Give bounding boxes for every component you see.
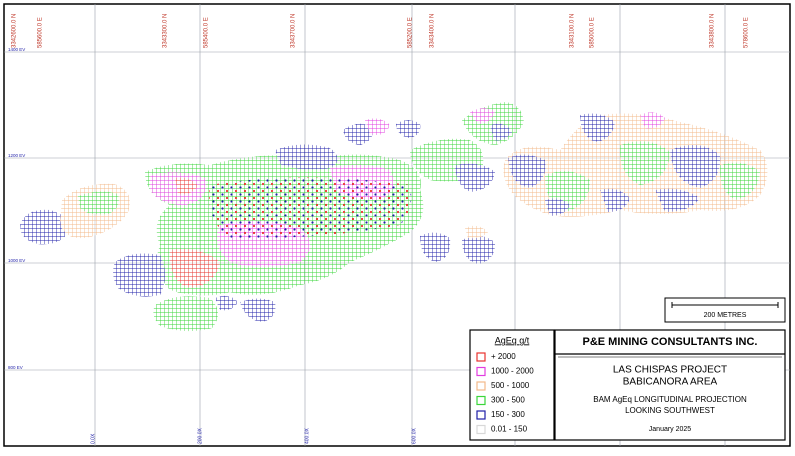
block-zone — [655, 188, 700, 212]
coordinate-label: 3343400.0 N — [430, 14, 436, 48]
legend-swatch — [476, 410, 486, 420]
legend-label: 300 - 500 — [491, 396, 525, 405]
legend-swatch — [476, 352, 486, 362]
block-zone — [670, 145, 721, 188]
view: LOOKING SOUTHWEST — [625, 406, 715, 415]
legend-swatch — [476, 366, 486, 377]
block-zone — [240, 298, 276, 322]
legend-label: 1000 - 2000 — [491, 367, 534, 376]
legend-label: 150 - 300 — [491, 410, 525, 419]
legend-label: 500 - 1000 — [491, 381, 530, 390]
legend-label: + 2000 — [491, 352, 516, 361]
elevation-label: 1400 EV — [8, 47, 25, 52]
coordinate-label: 585600.0 E — [38, 17, 44, 48]
legend-swatch — [476, 381, 486, 391]
block-zone — [78, 191, 119, 215]
coordinate-label: 3343700.0 N — [291, 14, 297, 48]
block-zone — [545, 198, 570, 216]
coordinate-label: 578600.0 E — [744, 17, 750, 48]
section-label: 200.0X — [197, 427, 203, 444]
block-zone — [600, 188, 630, 212]
block-zone — [209, 177, 412, 239]
section-label: 0.0X — [90, 433, 96, 444]
block-zone — [580, 113, 615, 142]
block-zone — [719, 162, 760, 200]
block-zone — [175, 177, 198, 195]
block-zone — [20, 209, 69, 245]
section-label: 400.0X — [304, 427, 310, 444]
block-zone — [640, 112, 665, 129]
area: BABICANORA AREA — [623, 377, 718, 388]
legend-swatch — [476, 424, 486, 435]
block-zone — [470, 108, 495, 124]
block-zone — [455, 163, 495, 192]
company: P&E MINING CONSULTANTS INC. — [583, 336, 758, 348]
coordinate-label: 3342600.0 N — [12, 14, 18, 48]
grid — [4, 4, 790, 446]
block-zone — [420, 232, 451, 262]
block-zone — [465, 225, 488, 239]
block-zone — [365, 118, 390, 135]
block-zone — [215, 295, 238, 311]
block-zone — [275, 144, 338, 170]
project: LAS CHISPAS PROJECT — [613, 365, 727, 376]
projection: BAM AgEq LONGITUDINAL PROJECTION — [593, 395, 747, 404]
block-zone — [169, 248, 220, 288]
block-zone — [113, 253, 165, 297]
section-label: 600.0X — [411, 427, 417, 444]
coordinate-label: 3343800.0 N — [710, 14, 716, 48]
block-zone — [153, 296, 219, 332]
block-zone — [619, 141, 670, 185]
block-zone — [490, 123, 512, 141]
coordinate-label: 585000.0 E — [590, 17, 596, 48]
block-model — [20, 102, 768, 332]
block-zone — [462, 235, 496, 264]
block-zone — [508, 154, 546, 188]
elevation-label: 1200 EV — [8, 153, 25, 158]
legend: AgEq g/t + 2000 1000 - 2000 500 - 1000 300 … — [469, 329, 555, 441]
scale-bar: 200 METRES — [664, 297, 786, 323]
scale-label: 200 METRES — [704, 312, 747, 319]
block-zone — [343, 123, 373, 145]
title-block: P&E MINING CONSULTANTS INC. LAS CHISPAS … — [554, 329, 786, 441]
coordinate-label: 3343300.0 N — [163, 14, 169, 48]
date: January 2025 — [649, 426, 692, 433]
legend-swatch — [476, 395, 486, 406]
legend-label: 0.01 - 150 — [491, 425, 528, 434]
elevation-label: 800 EV — [8, 365, 23, 370]
legend-title: AgEq g/t — [495, 335, 530, 345]
block-zone — [396, 120, 421, 138]
elevation-label: 1000 EV — [8, 258, 25, 263]
coordinate-label: 585400.0 E — [204, 17, 210, 48]
coordinate-label: 585200.0 E — [408, 17, 414, 48]
coordinate-label: 3343100.0 N — [570, 14, 576, 48]
